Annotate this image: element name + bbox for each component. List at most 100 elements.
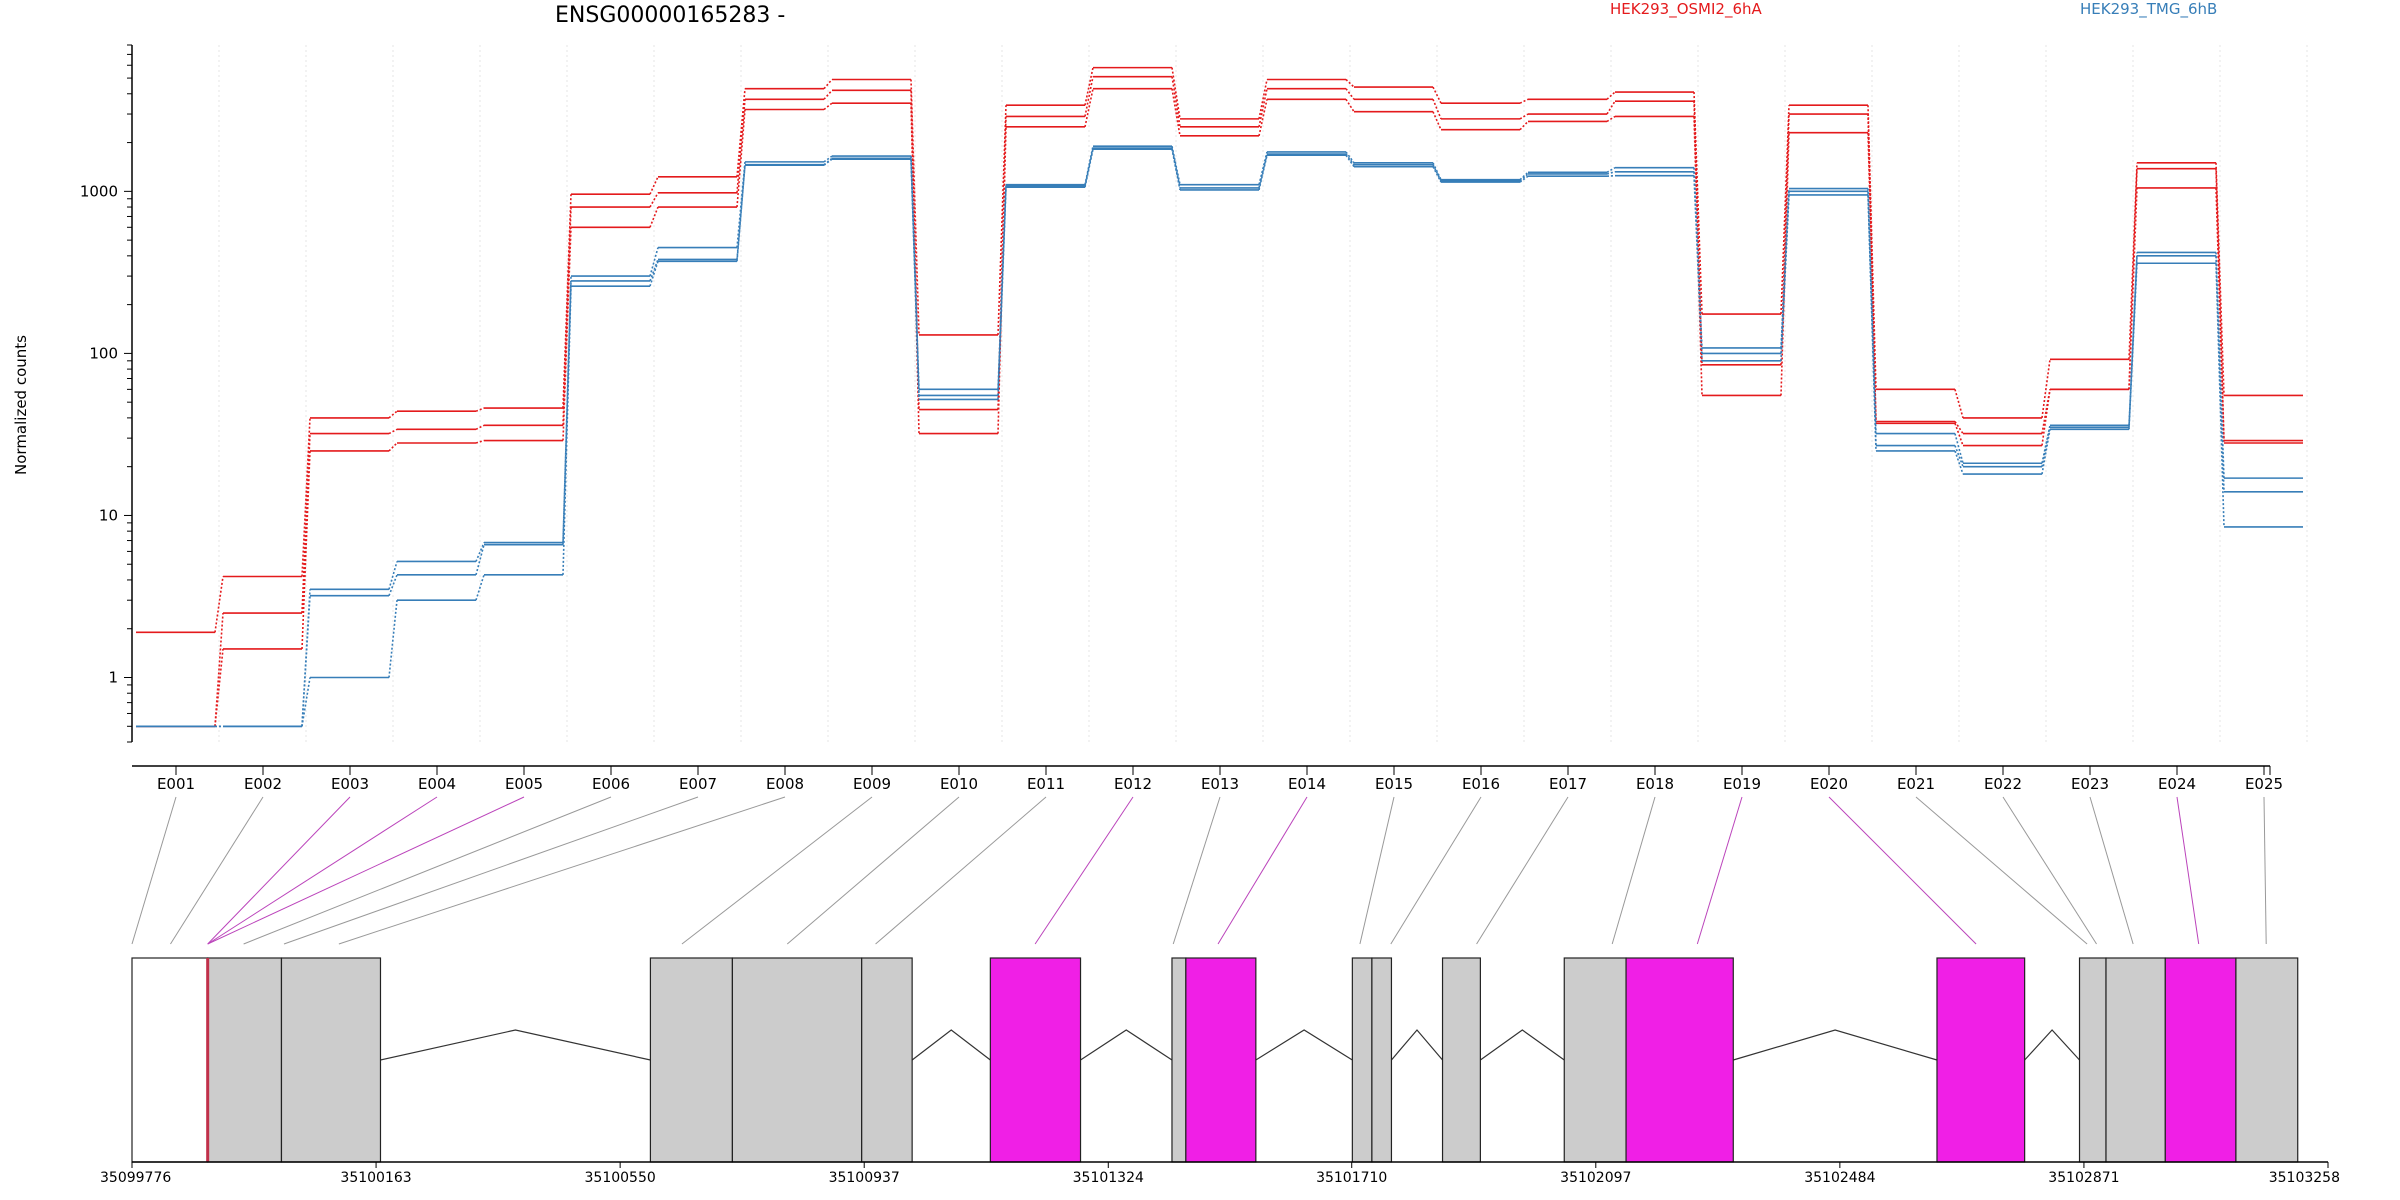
x-tick-label: E014 bbox=[1288, 775, 1326, 793]
y-axis: 1 10 100 1000 bbox=[80, 44, 133, 743]
exon-block bbox=[1171, 957, 1187, 1163]
exon-block bbox=[1563, 957, 1627, 1163]
x-tick-label: E019 bbox=[1723, 775, 1761, 793]
series-step-connector bbox=[1954, 389, 1964, 419]
series-step-connector bbox=[1954, 433, 1964, 464]
series-step-connector bbox=[910, 159, 920, 400]
coord-tick-label: 35102097 bbox=[1560, 1170, 1631, 1186]
bin-connector bbox=[786, 796, 960, 945]
x-grid-lines bbox=[131, 45, 2308, 742]
series-step-connector bbox=[301, 677, 311, 727]
series-step-connector bbox=[823, 89, 833, 100]
bin-connector bbox=[243, 796, 612, 945]
series-step-connector bbox=[1519, 113, 1529, 120]
x-tick-label: E016 bbox=[1462, 775, 1500, 793]
bin-connector bbox=[1611, 796, 1656, 945]
coord-tick-label: 35100937 bbox=[829, 1170, 900, 1186]
series-step-connector bbox=[214, 612, 224, 727]
series-line-6 bbox=[136, 148, 2303, 728]
series-step-connector bbox=[388, 561, 398, 590]
bin-connector bbox=[1696, 796, 1743, 945]
series-step-connector bbox=[1519, 98, 1529, 104]
x-tick-label: E023 bbox=[2071, 775, 2109, 793]
series-step-connector bbox=[1171, 149, 1181, 191]
series-step-connector bbox=[1780, 105, 1790, 315]
series-step-connector bbox=[1345, 98, 1355, 113]
x-tick-label: E017 bbox=[1549, 775, 1587, 793]
series-step-connector bbox=[1867, 132, 1877, 424]
chart-title: ENSG00000165283 - bbox=[555, 3, 785, 28]
x-tick-label: E022 bbox=[1984, 775, 2022, 793]
bin-connector bbox=[207, 796, 351, 945]
series-step-connector bbox=[823, 158, 833, 166]
series-step-connector bbox=[1954, 450, 1964, 475]
series-step-connector bbox=[562, 286, 572, 575]
series-step-connector bbox=[1432, 166, 1442, 183]
exon-block bbox=[2164, 957, 2237, 1163]
intron-connector bbox=[911, 1029, 991, 1061]
series-lines bbox=[136, 66, 2303, 728]
series-step-connector bbox=[2215, 187, 2225, 444]
x-tick-label: E013 bbox=[1201, 775, 1239, 793]
series-step-connector bbox=[1432, 111, 1442, 131]
bin-connector bbox=[2263, 796, 2267, 945]
series-step-connector bbox=[1084, 76, 1094, 117]
bin-connector bbox=[1828, 796, 1977, 945]
series-step-connector bbox=[475, 574, 485, 601]
series-step-connector bbox=[1258, 155, 1268, 191]
series-step-connector bbox=[1084, 149, 1094, 188]
series-step-connector bbox=[736, 88, 746, 177]
intron-connector bbox=[1080, 1029, 1173, 1061]
exon-block bbox=[280, 957, 382, 1163]
series-step-connector bbox=[2041, 359, 2051, 418]
exon-block bbox=[861, 957, 913, 1163]
bin-connector bbox=[1034, 796, 1134, 945]
series-step-connector bbox=[2041, 425, 2051, 464]
series-step-connector bbox=[388, 442, 398, 452]
series-step-connector bbox=[1432, 162, 1442, 181]
coord-tick-label: 35101324 bbox=[1073, 1170, 1144, 1186]
intron-connector bbox=[1480, 1029, 1565, 1061]
series-step-connector bbox=[301, 433, 311, 614]
series-step-connector bbox=[1432, 98, 1442, 120]
series-step-connector bbox=[1432, 86, 1442, 104]
series-step-connector bbox=[1171, 76, 1181, 127]
series-step-connector bbox=[649, 261, 659, 287]
x-tick-label: E009 bbox=[853, 775, 891, 793]
series-step-connector bbox=[475, 424, 485, 431]
bin-connector bbox=[1915, 796, 2088, 945]
series-step-connector bbox=[736, 109, 746, 208]
intron-connector bbox=[380, 1029, 651, 1061]
bin-connector bbox=[207, 796, 525, 945]
series-step-connector bbox=[388, 428, 398, 435]
x-tick-label: E007 bbox=[679, 775, 717, 793]
x-tick-label: E025 bbox=[2245, 775, 2283, 793]
x-tick-label: E003 bbox=[331, 775, 369, 793]
series-step-connector bbox=[2215, 168, 2225, 441]
series-step-connector bbox=[214, 576, 224, 633]
series-step-connector bbox=[2128, 187, 2138, 390]
series-step-connector bbox=[2041, 389, 2051, 446]
exon-block bbox=[131, 957, 209, 1163]
series-step-connector bbox=[214, 648, 224, 727]
series-step-connector bbox=[1606, 115, 1616, 123]
series-step-connector bbox=[2041, 429, 2051, 475]
legend-label-tmg: HEK293_TMG_6hB bbox=[2080, 0, 2217, 19]
bin-connector bbox=[875, 796, 1047, 945]
exon-block bbox=[2078, 957, 2107, 1163]
series-step-connector bbox=[910, 79, 920, 335]
series-step-connector bbox=[1084, 67, 1094, 106]
x-tick-label: E002 bbox=[244, 775, 282, 793]
exon-block bbox=[2105, 957, 2166, 1163]
exon-block bbox=[1371, 957, 1393, 1163]
exon-block bbox=[731, 957, 863, 1163]
exon-block bbox=[1625, 957, 1734, 1163]
x-tick-label: E004 bbox=[418, 775, 456, 793]
bin-connector bbox=[170, 796, 264, 945]
series-line-2 bbox=[136, 75, 2303, 728]
x-axis: E001 E002 E003 E004 E005 E006 E007 E008 E009 E010… bbox=[132, 765, 2283, 793]
exon-block bbox=[2235, 957, 2299, 1163]
series-step-connector bbox=[1171, 146, 1181, 185]
bin-connector bbox=[2089, 796, 2134, 945]
